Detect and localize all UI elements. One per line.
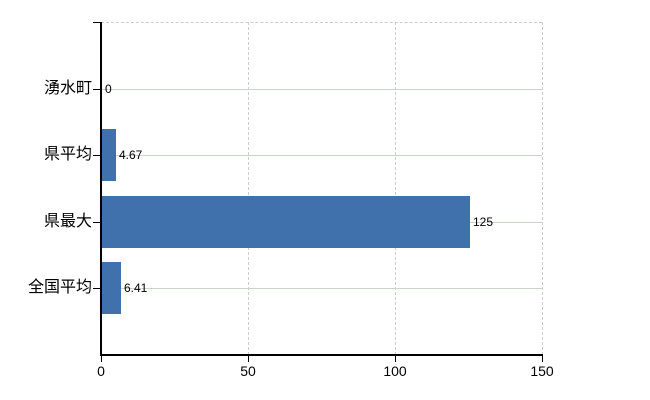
y-axis-tick xyxy=(93,22,101,23)
category-label: 全国平均 xyxy=(27,279,92,296)
category-gridline xyxy=(101,89,542,90)
x-axis-tick xyxy=(542,356,543,362)
value-label: 6.41 xyxy=(124,281,148,295)
value-label: 4.67 xyxy=(119,148,143,162)
x-axis-tick xyxy=(101,356,102,362)
value-label: 125 xyxy=(473,215,494,229)
y-axis-tick xyxy=(93,89,101,90)
value-label: 0 xyxy=(105,82,112,96)
x-tick-label: 0 xyxy=(97,363,105,379)
x-axis-tick xyxy=(395,356,396,362)
category-label: 県最大 xyxy=(43,213,92,230)
x-gridline xyxy=(248,22,249,355)
y-axis-tick xyxy=(93,222,101,223)
x-tick-label: 150 xyxy=(530,363,554,379)
x-axis-line xyxy=(100,354,543,356)
x-gridline xyxy=(542,22,543,355)
category-label: 県平均 xyxy=(43,146,92,163)
y-axis-line xyxy=(100,22,102,356)
x-tick-label: 100 xyxy=(383,363,407,379)
category-gridline xyxy=(101,155,542,156)
y-axis-tick xyxy=(93,155,101,156)
x-gridline xyxy=(395,22,396,355)
plot-top-gridline xyxy=(101,22,542,23)
bar xyxy=(102,129,116,181)
bar xyxy=(102,196,470,248)
bar xyxy=(102,262,121,314)
category-gridline xyxy=(101,288,542,289)
y-axis-tick xyxy=(93,288,101,289)
x-tick-label: 50 xyxy=(240,363,256,379)
category-label: 湧水町 xyxy=(43,80,92,97)
x-axis-tick xyxy=(248,356,249,362)
